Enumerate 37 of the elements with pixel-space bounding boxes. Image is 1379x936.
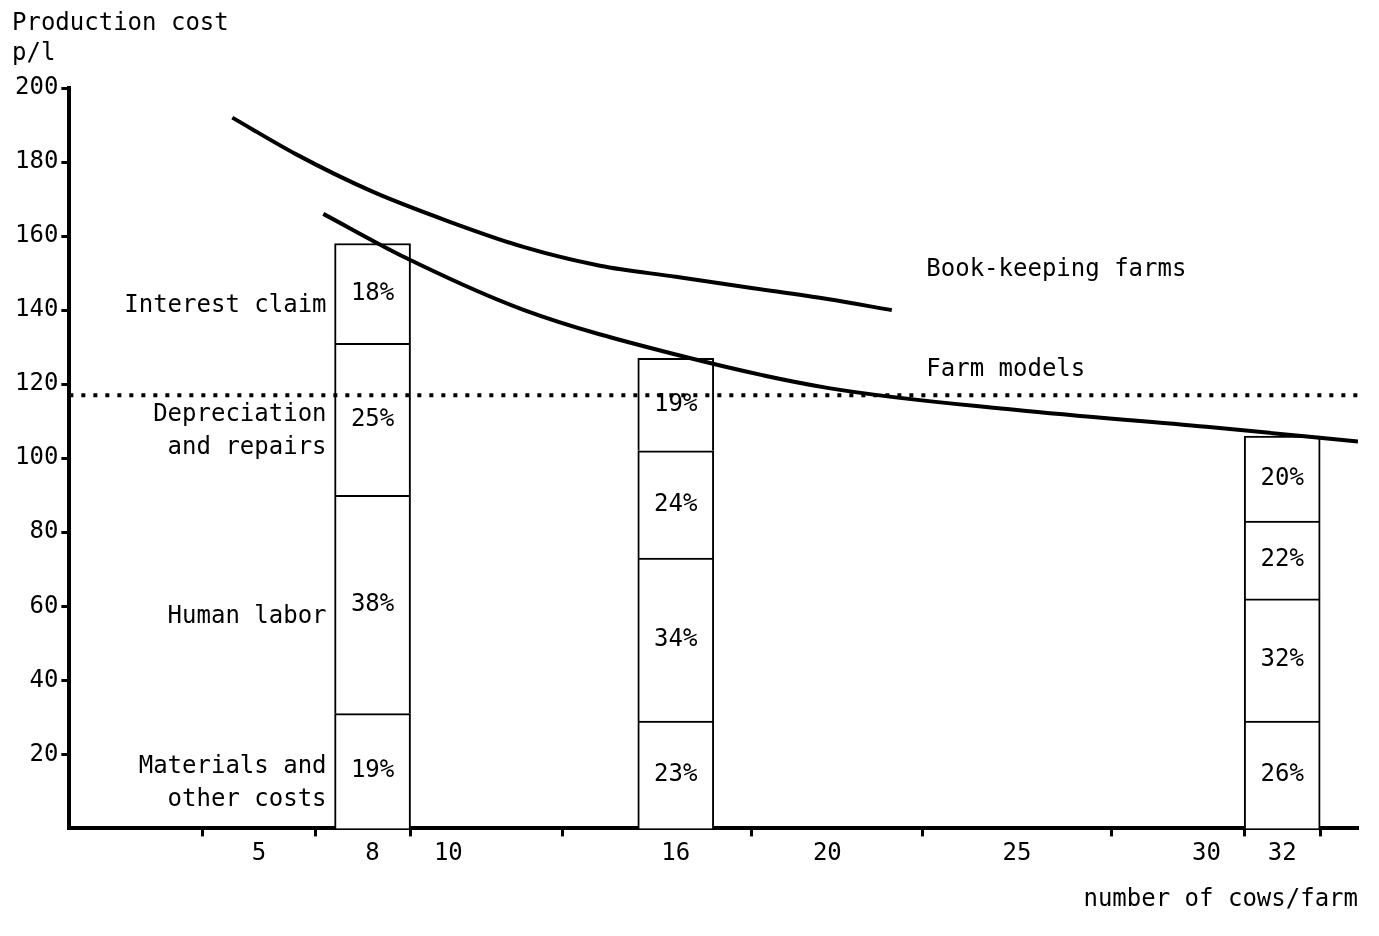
x-tick-label: 20 — [812, 838, 842, 867]
y-tick-label: 140 — [14, 294, 59, 323]
y-tick-label: 100 — [14, 442, 59, 471]
annotation: 26% — [1260, 758, 1305, 787]
annotation: 24% — [654, 488, 698, 517]
y-tick-label: 80 — [29, 516, 59, 545]
y-tick-label: 180 — [14, 146, 59, 175]
x-tick-label: 5 — [251, 838, 267, 867]
series-label: Book-keeping farms — [926, 254, 1187, 283]
annotation: 32% — [1260, 644, 1305, 673]
x-tick-label: 32 — [1267, 838, 1297, 867]
series-label: Depreciation and repairs — [153, 399, 327, 461]
annotation: 38% — [350, 588, 395, 617]
annotation: 25% — [350, 403, 395, 432]
x-tick-label: 8 — [365, 838, 380, 867]
y-tick-label: 120 — [14, 368, 59, 397]
series-label: Interest claim — [124, 289, 327, 318]
annotation: 19% — [350, 755, 395, 784]
series-label: Farm models — [926, 354, 1086, 383]
x-tick-label: 10 — [433, 838, 463, 867]
annotation: 18% — [350, 277, 395, 306]
annotation: 34% — [654, 623, 698, 652]
x-tick-label: 30 — [1191, 838, 1221, 867]
x-tick-label: 16 — [661, 838, 691, 867]
y-tick-label: 40 — [29, 664, 59, 693]
series-label: Human labor — [167, 600, 327, 629]
annotation: 20% — [1260, 462, 1305, 491]
series-label: Materials and other costs — [138, 750, 327, 812]
y-tick-label: 160 — [14, 220, 59, 249]
x-tick-label: 25 — [1002, 838, 1032, 867]
y-tick-label: 20 — [29, 738, 59, 767]
y-tick-label: 200 — [14, 72, 59, 101]
y-tick-label: 60 — [29, 590, 59, 619]
y-axis-title: Production cost p/l — [12, 8, 229, 67]
annotation: 22% — [1260, 544, 1305, 573]
x-axis-title: number of cows/farm — [1083, 883, 1358, 912]
annotation: 23% — [654, 758, 698, 787]
